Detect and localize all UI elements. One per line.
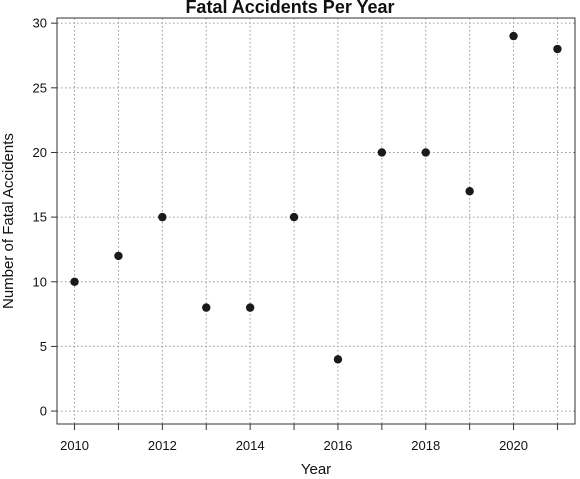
x-tick-label: 2010 [60, 438, 89, 453]
data-point [202, 303, 211, 312]
data-point [553, 44, 562, 54]
y-tick-label: 25 [33, 80, 47, 95]
axis-ticks: 0 5 10 15 20 25 30 2010 2012 2014 2016 2018 2020 [33, 16, 558, 453]
x-axis-label: Year [300, 461, 332, 478]
data-point [114, 251, 123, 261]
data-points [70, 31, 562, 364]
chart-title: Fatal Accidents Per Year [185, 0, 395, 17]
x-tick-label: 2016 [323, 438, 352, 453]
y-tick-label: 30 [33, 16, 47, 31]
y-tick-label: 15 [33, 210, 47, 225]
data-point [509, 31, 518, 41]
y-tick-label: 20 [33, 145, 47, 160]
x-tick-label: 2012 [148, 438, 177, 453]
y-tick-label: 0 [40, 404, 47, 419]
x-tick-label: 2018 [411, 438, 440, 453]
data-point [289, 212, 299, 222]
data-point [465, 187, 474, 196]
data-point [377, 148, 387, 157]
y-tick-label: 5 [40, 339, 47, 354]
data-point [70, 277, 79, 286]
data-point [333, 355, 343, 364]
y-axis-label: Number of Fatal Accidents [0, 133, 17, 309]
grid-lines [57, 18, 575, 424]
plot-frame [56, 17, 576, 425]
x-tick-label: 2020 [499, 438, 528, 453]
data-point [421, 148, 430, 157]
data-point [158, 212, 167, 222]
x-tick-label: 2014 [236, 438, 265, 453]
y-tick-label: 10 [33, 274, 47, 289]
data-point [245, 303, 255, 312]
